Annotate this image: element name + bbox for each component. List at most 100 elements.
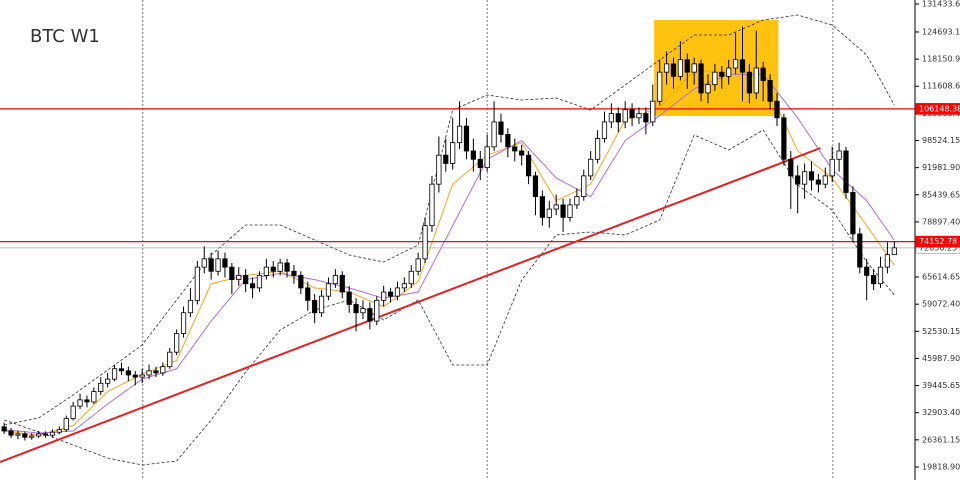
candle-body	[105, 378, 111, 384]
candle-body	[422, 225, 428, 260]
candle-body	[594, 138, 601, 160]
candle-body	[387, 291, 394, 297]
candle-body	[298, 275, 304, 289]
y-tick-label: 39445.65	[922, 381, 960, 390]
candle-body	[374, 299, 380, 322]
candle-body	[808, 171, 815, 181]
candle-body	[180, 312, 187, 334]
candle-body	[132, 374, 138, 378]
candle-body	[677, 59, 683, 77]
candle-body	[291, 270, 297, 276]
candle-body	[746, 71, 752, 94]
candle-body	[519, 150, 525, 156]
candle-body	[753, 67, 759, 94]
candle-body	[332, 275, 338, 285]
candle-body	[353, 304, 359, 314]
candle-body	[111, 368, 118, 380]
candle-body	[401, 283, 407, 289]
y-tick-label: 32903.40	[922, 408, 960, 417]
candle-body	[215, 258, 221, 272]
y-tick-label: 19818.90	[922, 462, 960, 471]
candle-body	[222, 258, 228, 268]
candle-body	[91, 391, 97, 403]
candle-body	[1, 426, 7, 432]
candle-body	[153, 370, 159, 374]
candle-body	[670, 63, 677, 77]
candle-body	[42, 433, 49, 436]
y-tick-label: 98524.15	[922, 136, 960, 145]
candle-body	[339, 275, 345, 293]
candle-body	[760, 67, 766, 81]
candle-body	[325, 283, 332, 297]
candle-body	[691, 63, 697, 73]
y-tick-label: 131433.65	[922, 0, 960, 9]
price-line-label-box	[915, 103, 960, 115]
candle-body	[394, 287, 401, 297]
current-price-label: 72650.25	[919, 243, 957, 252]
y-tick-label: 52530.15	[922, 327, 960, 336]
candle-body	[719, 71, 725, 77]
candle-body	[312, 299, 318, 314]
candle-body	[836, 150, 842, 160]
candle-body	[732, 59, 739, 69]
candle-body	[636, 113, 642, 119]
candle-body	[63, 418, 69, 431]
candle-body	[284, 262, 290, 272]
candle-body	[305, 287, 311, 301]
candle-body	[277, 262, 283, 272]
candle-body	[29, 435, 35, 438]
price-line-label: 106148.38	[919, 104, 960, 113]
candle-body	[360, 308, 366, 314]
candle-body	[415, 258, 421, 272]
candle-body	[70, 405, 76, 419]
candle-body	[208, 258, 214, 272]
candle-body	[574, 196, 580, 206]
candle-body	[346, 291, 352, 305]
candle-body	[726, 67, 732, 77]
candle-body	[864, 266, 870, 276]
candle-body	[650, 100, 656, 123]
candle-body	[829, 158, 835, 177]
candle-body	[532, 175, 539, 198]
candle-body	[249, 283, 256, 289]
candle-body	[443, 154, 449, 164]
candle-body	[15, 433, 21, 436]
candle-body	[781, 117, 787, 160]
candle-body	[857, 233, 863, 268]
candle-body	[498, 121, 504, 135]
candle-body	[850, 192, 856, 235]
candle-body	[601, 121, 608, 139]
candle-body	[643, 113, 649, 123]
candle-body	[56, 429, 62, 433]
y-tick-label: 91981.90	[922, 163, 960, 172]
candle-body	[622, 109, 628, 123]
candle-body	[788, 158, 794, 177]
candle-body	[429, 183, 435, 227]
candle-body	[367, 308, 373, 322]
y-tick-label: 26361.15	[922, 435, 960, 444]
candle-body	[146, 370, 152, 376]
candle-body	[581, 175, 587, 198]
candle-body	[84, 399, 90, 403]
candle-body	[491, 121, 497, 148]
plot-area	[0, 0, 915, 480]
candle-body	[767, 80, 773, 102]
candle-body	[201, 258, 207, 268]
candle-body	[270, 266, 276, 272]
candle-body	[470, 150, 476, 160]
candle-body	[174, 333, 180, 353]
candle-body	[712, 71, 718, 86]
candle-body	[318, 295, 325, 314]
candle-body	[553, 204, 559, 210]
candle-body	[884, 254, 890, 268]
candle-body	[539, 196, 545, 218]
candle-body	[801, 171, 808, 185]
candle-body	[118, 368, 125, 372]
candle-body	[705, 84, 711, 94]
y-tick-label: 118150.90	[922, 55, 960, 64]
candle-body	[160, 366, 166, 374]
candle-body	[505, 133, 511, 148]
candle-body	[525, 154, 532, 177]
